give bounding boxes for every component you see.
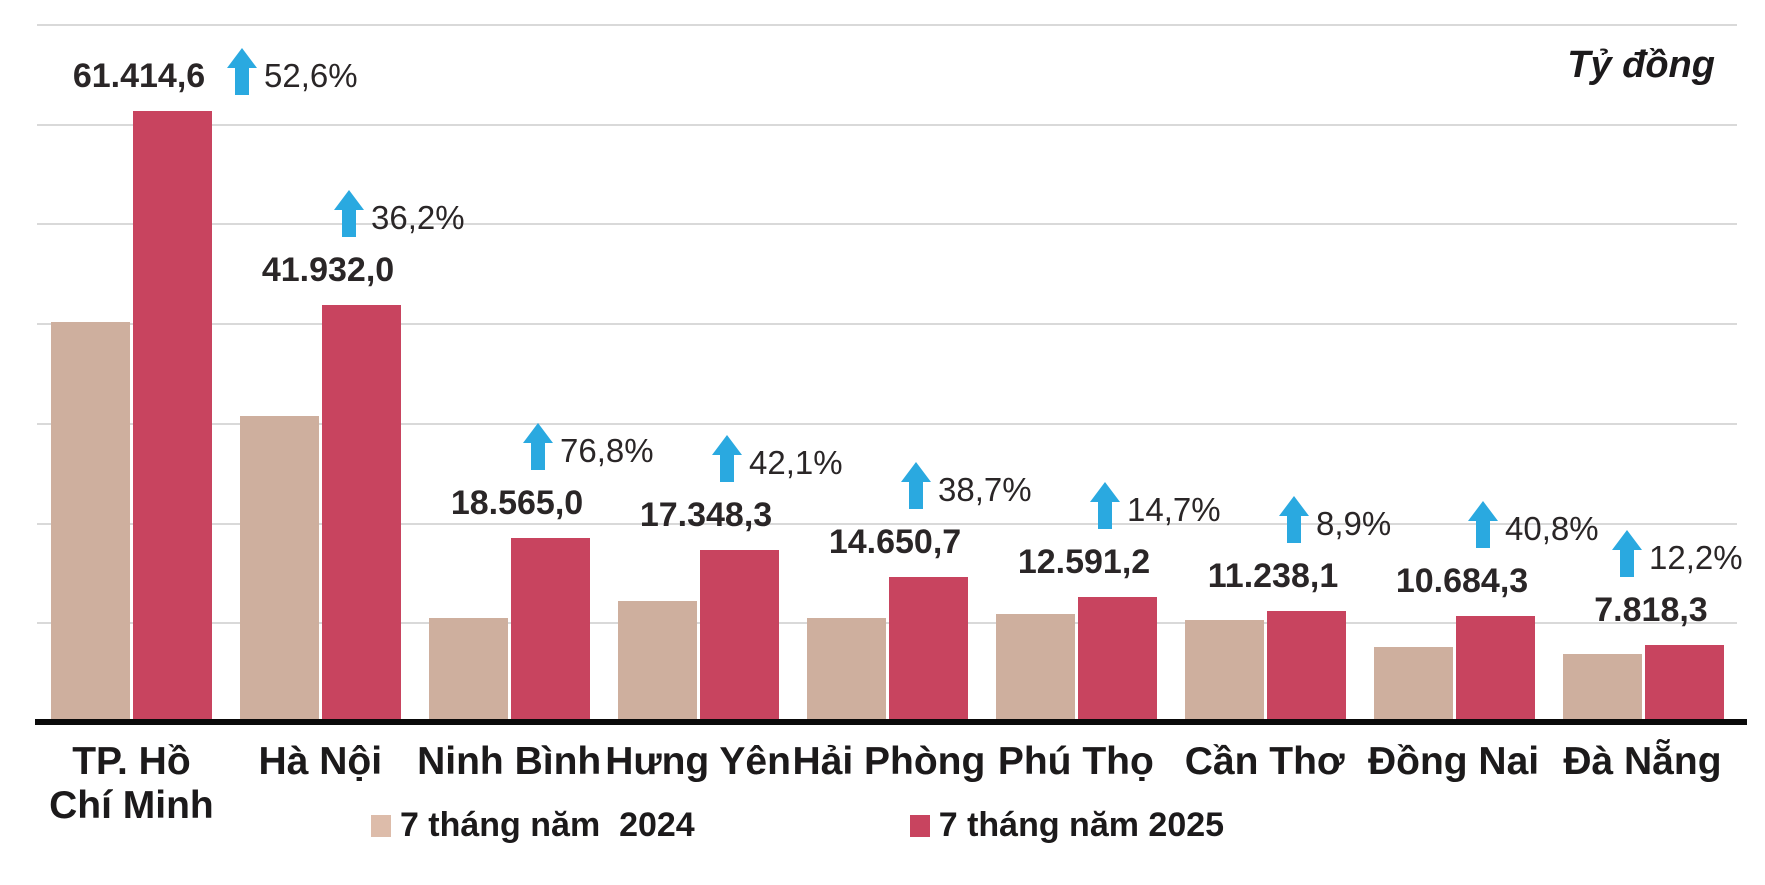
up-arrow-icon: [1612, 530, 1642, 577]
bar-2024-2: [429, 618, 508, 723]
bar-2025-0: [133, 111, 212, 723]
bar-2024-4: [807, 618, 886, 723]
up-arrow-icon: [227, 48, 257, 95]
growth-percent: 36,2%: [371, 199, 465, 236]
x-axis-label-0: TP. Hồ Chí Minh: [49, 740, 214, 827]
bar-2024-1: [240, 416, 319, 723]
up-arrow-icon: [523, 423, 553, 470]
value-label-2025-4: 14.650,7: [828, 522, 962, 561]
bar-2024-8: [1563, 654, 1642, 723]
growth-percent: 8,9%: [1316, 505, 1392, 542]
up-arrow-icon: [1279, 496, 1309, 543]
gridline: [37, 523, 1737, 525]
bar-2025-4: [889, 577, 968, 723]
plot-area: [37, 24, 1737, 723]
growth-label-6: 8,9%: [1279, 496, 1391, 543]
x-axis-label-3: Hưng Yên: [605, 740, 791, 783]
value-label-2025-2: 18.565,0: [450, 483, 584, 522]
legend: 7 tháng năm 2024 7 tháng năm 2025: [0, 806, 1765, 845]
value-label-2025-6: 11.238,1: [1207, 556, 1339, 595]
unit-label: Tỷ đồng: [1567, 44, 1715, 86]
value-label-2025-5: 12.591,2: [1017, 542, 1151, 581]
up-arrow-icon: [1090, 482, 1120, 529]
growth-label-2: 76,8%: [523, 423, 654, 470]
value-label-2025-3: 17.348,3: [639, 495, 773, 534]
up-arrow-icon: [1468, 501, 1498, 548]
legend-item-2024: 7 tháng năm 2024: [370, 806, 695, 845]
x-axis-label-5: Phú Thọ: [997, 740, 1154, 783]
growth-label-0: 52,6%: [227, 48, 358, 95]
gridline: [37, 423, 1737, 425]
growth-label-3: 42,1%: [712, 435, 843, 482]
growth-percent: 40,8%: [1505, 510, 1599, 547]
growth-label-1: 36,2%: [334, 190, 465, 237]
x-axis-labels: TP. Hồ Chí Minh Hà Nội Ninh Bình Hưng Yên Hả…: [37, 740, 1737, 827]
bar-2024-3: [618, 601, 697, 723]
x-axis-label-1: Hà Nội: [258, 740, 383, 783]
bar-2024-7: [1374, 647, 1453, 723]
value-label-2025-1: 41.932,0: [261, 250, 395, 289]
legend-label: 7 tháng năm 2025: [938, 806, 1225, 844]
up-arrow-icon: [712, 435, 742, 482]
bar-2024-6: [1185, 620, 1264, 723]
gridline: [37, 124, 1737, 126]
x-axis-label-8: Đà Nẵng: [1563, 740, 1722, 783]
x-axis-label-2: Ninh Bình: [417, 740, 602, 783]
x-axis-label-6: Cần Thơ: [1184, 740, 1345, 783]
growth-percent: 76,8%: [560, 432, 654, 469]
gridline: [37, 323, 1737, 325]
gridline: [37, 223, 1737, 225]
growth-label-4: 38,7%: [901, 462, 1032, 509]
growth-percent: 38,7%: [938, 471, 1032, 508]
value-label-2025-0: 61.414,6: [72, 56, 206, 95]
up-arrow-icon: [901, 462, 931, 509]
legend-label: 7 tháng năm 2024: [399, 806, 695, 844]
bar-2025-1: [322, 305, 401, 723]
bar-2025-3: [700, 550, 779, 723]
value-label-2025-7: 10.684,3: [1395, 561, 1529, 600]
bar-2024-5: [996, 614, 1075, 723]
x-axis-label-4: Hải Phòng: [792, 740, 986, 783]
growth-percent: 12,2%: [1649, 539, 1743, 576]
bar-2025-5: [1078, 597, 1157, 723]
legend-swatch-icon: [370, 814, 391, 837]
bar-2025-6: [1267, 611, 1346, 723]
value-label-2025-8: 7.818,3: [1594, 590, 1708, 629]
bar-2025-2: [511, 538, 590, 723]
growth-label-7: 40,8%: [1468, 501, 1599, 548]
growth-percent: 14,7%: [1127, 491, 1221, 528]
legend-swatch-icon: [909, 814, 930, 837]
growth-label-8: 12,2%: [1612, 530, 1743, 577]
bar-2024-0: [51, 322, 130, 723]
growth-label-5: 14,7%: [1090, 482, 1221, 529]
x-axis-line: [35, 719, 1747, 725]
gridline: [37, 622, 1737, 624]
x-axis-label-7: Đồng Nai: [1367, 740, 1540, 783]
legend-item-2025: 7 tháng năm 2025: [909, 806, 1225, 845]
gridline: [37, 24, 1737, 26]
growth-percent: 42,1%: [749, 444, 843, 481]
bar-2025-7: [1456, 616, 1535, 723]
bar-2025-8: [1645, 645, 1724, 723]
up-arrow-icon: [334, 190, 364, 237]
growth-percent: 52,6%: [264, 57, 358, 94]
